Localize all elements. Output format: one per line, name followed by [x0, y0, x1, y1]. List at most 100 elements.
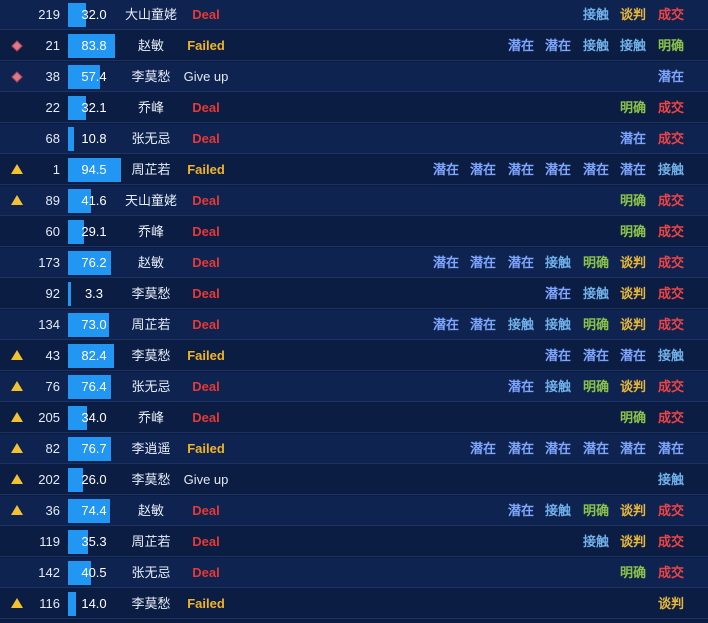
- score-bar: [68, 437, 111, 461]
- warning-triangle-glyph: [11, 598, 23, 609]
- status-label: Deal: [192, 224, 220, 239]
- score-bar: [68, 313, 109, 337]
- table-row[interactable]: 68 10.8 张无忌 Deal 潜在 成交: [0, 124, 708, 154]
- score-bar: [68, 344, 114, 368]
- owner-name: 周芷若: [131, 534, 171, 549]
- owner-name: 周芷若: [131, 162, 171, 177]
- tag-contact: 接触: [657, 348, 684, 363]
- score-bar: [68, 282, 71, 306]
- warning-icon: [8, 465, 26, 495]
- tag-defined: 明确: [582, 503, 609, 518]
- tag-closed: 成交: [657, 7, 684, 22]
- table-row[interactable]: 119 35.3 周芷若 Deal 接触 谈判 成交: [0, 527, 708, 557]
- score-value: 29.1: [81, 224, 107, 239]
- score-bar: [68, 468, 83, 492]
- warning-icon: [8, 496, 26, 526]
- score-cell: 10.8: [68, 124, 124, 154]
- status-label: Give up: [183, 472, 229, 487]
- score-bar: [68, 96, 86, 120]
- table-row[interactable]: 219 32.0 大山童姥 Deal 接触 谈判 成交: [0, 0, 708, 30]
- tag-potential: 潜在: [432, 162, 459, 177]
- table-row[interactable]: 202 26.0 李莫愁 Give up 接触: [0, 465, 708, 495]
- score-value: 76.7: [81, 441, 107, 456]
- table-row[interactable]: 89 41.6 天山童姥 Deal 明确 成交: [0, 186, 708, 216]
- table-row[interactable]: 60 29.1 乔峰 Deal 明确 成交: [0, 217, 708, 247]
- row-id: 60: [45, 224, 60, 239]
- score-value: 76.4: [81, 379, 107, 394]
- score-value: 35.3: [81, 534, 107, 549]
- score-bar: [68, 189, 91, 213]
- tag-defined: 明确: [619, 565, 646, 580]
- owner-name: 赵敏: [137, 503, 164, 518]
- status-label: Deal: [192, 410, 220, 425]
- score-cell: 26.0: [68, 465, 124, 495]
- table-row[interactable]: 43 82.4 李莫愁 Failed 潜在 潜在 潜在 接触: [0, 341, 708, 371]
- table-row[interactable]: 134 73.0 周芷若 Deal 潜在 潜在 接触 接触 明确 谈判 成交: [0, 310, 708, 340]
- status-label: Deal: [192, 193, 220, 208]
- tag-closed: 成交: [657, 534, 684, 549]
- score-value: 34.0: [81, 410, 107, 425]
- score-cell: 76.4: [68, 372, 124, 402]
- tag-potential: 潜在: [619, 162, 646, 177]
- table-row[interactable]: 82 76.7 李逍遥 Failed 潜在 潜在 潜在 潜在 潜在 潜在: [0, 434, 708, 464]
- table-row[interactable]: 142 40.5 张无忌 Deal 明确 成交: [0, 558, 708, 588]
- tag-closed: 成交: [657, 224, 684, 239]
- tag-potential: 潜在: [544, 286, 571, 301]
- table-row[interactable]: 38 57.4 李莫愁 Give up 潜在: [0, 62, 708, 92]
- tag-potential: 潜在: [469, 317, 496, 332]
- status-label: Deal: [192, 534, 220, 549]
- tag-closed: 成交: [657, 410, 684, 425]
- owner-name: 赵敏: [137, 255, 164, 270]
- warning-triangle-glyph: [11, 350, 23, 361]
- tag-contact: 接触: [582, 286, 609, 301]
- table-row[interactable]: 76 76.4 张无忌 Deal 潜在 接触 明确 谈判 成交: [0, 372, 708, 402]
- score-value: 26.0: [81, 472, 107, 487]
- status-label: Failed: [187, 162, 225, 177]
- table-row[interactable]: 173 76.2 赵敏 Deal 潜在 潜在 潜在 接触 明确 谈判 成交: [0, 248, 708, 278]
- tag-potential: 潜在: [469, 441, 496, 456]
- score-value: 3.3: [84, 286, 104, 301]
- tag-contact: 接触: [582, 534, 609, 549]
- row-id: 82: [45, 441, 60, 456]
- table-row[interactable]: 205 34.0 乔峰 Deal 明确 成交: [0, 403, 708, 433]
- row-id: 219: [38, 7, 60, 22]
- tag-negotiation: 谈判: [619, 534, 646, 549]
- score-bar: [68, 3, 86, 27]
- row-id: 142: [38, 565, 60, 580]
- table-row[interactable]: 36 74.4 赵敏 Deal 潜在 接触 明确 谈判 成交: [0, 496, 708, 526]
- owner-name: 李莫愁: [131, 348, 171, 363]
- warning-triangle-glyph: [11, 443, 23, 454]
- tag-defined: 明确: [582, 317, 609, 332]
- tag-defined: 明确: [619, 410, 646, 425]
- tag-potential: 潜在: [544, 38, 571, 53]
- owner-name: 张无忌: [131, 131, 171, 146]
- tag-potential: 潜在: [432, 255, 459, 270]
- table-row[interactable]: 116 14.0 李莫愁 Failed 谈判: [0, 589, 708, 619]
- status-label: Deal: [192, 7, 220, 22]
- score-cell: 14.0: [68, 589, 124, 619]
- score-cell: 41.6: [68, 186, 124, 216]
- score-value: 74.4: [81, 503, 107, 518]
- warning-icon: [8, 155, 26, 185]
- row-id: 22: [45, 100, 60, 115]
- tag-potential: 潜在: [619, 441, 646, 456]
- tag-potential: 潜在: [544, 348, 571, 363]
- warning-triangle-glyph: [11, 381, 23, 392]
- table-row[interactable]: 92 3.3 李莫愁 Deal 潜在 接触 谈判 成交: [0, 279, 708, 309]
- score-bar: [68, 34, 115, 58]
- tag-contact: 接触: [507, 317, 534, 332]
- owner-name: 天山童姥: [124, 193, 177, 208]
- table-row[interactable]: 21 83.8 赵敏 Failed 潜在 潜在 接触 接触 明确: [0, 31, 708, 61]
- tag-negotiation: 谈判: [657, 596, 684, 611]
- row-id: 43: [45, 348, 60, 363]
- owner-name: 张无忌: [131, 565, 171, 580]
- tag-contact: 接触: [582, 38, 609, 53]
- tag-potential: 潜在: [507, 441, 534, 456]
- tag-contact: 接触: [544, 317, 571, 332]
- score-cell: 57.4: [68, 62, 124, 92]
- warning-triangle-glyph: [11, 195, 23, 206]
- table-row[interactable]: 1 94.5 周芷若 Failed 潜在 潜在 潜在 潜在 潜在 潜在 接触: [0, 155, 708, 185]
- table-row[interactable]: 22 32.1 乔峰 Deal 明确 成交: [0, 93, 708, 123]
- tag-potential: 潜在: [469, 255, 496, 270]
